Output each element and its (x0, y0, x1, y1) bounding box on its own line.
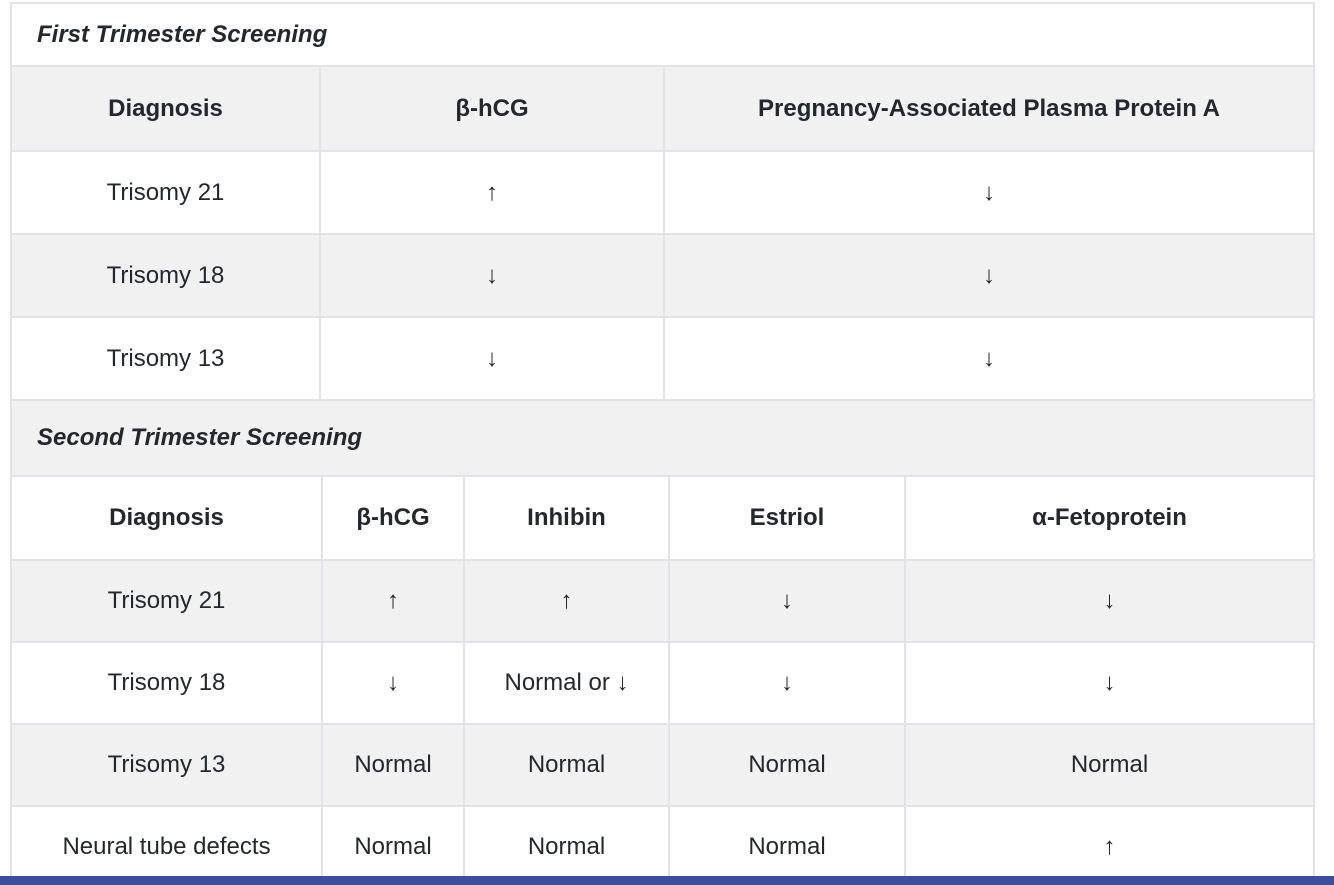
finding-cell: ↓ (668, 641, 906, 725)
column-header: β-hCG (321, 475, 465, 561)
section-caption: Second Trimester Screening (9, 399, 1316, 477)
finding-cell: Normal (463, 805, 670, 885)
finding-cell: ↓ (903, 559, 1316, 643)
finding-cell: Normal (668, 805, 906, 885)
table-row: Trisomy 18 ↓ Normal or ↓ ↓ ↓ (10, 641, 1316, 725)
finding-cell: Normal (903, 723, 1316, 807)
table-row: Trisomy 13 Normal Normal Normal Normal (10, 723, 1316, 807)
finding-cell: ↓ (668, 559, 906, 643)
column-header-row: Diagnosis β-hCG Inhibin Estriol α-Fetoprotei… (10, 475, 1316, 561)
finding-cell: ↓ (319, 316, 665, 401)
diagnosis-cell: Trisomy 13 (10, 316, 321, 401)
finding-cell: ↑ (903, 805, 1316, 885)
diagnosis-cell: Trisomy 21 (10, 559, 323, 643)
section-caption-row: Second Trimester Screening (9, 399, 1316, 477)
table-row: Neural tube defects Normal Normal Normal ↑ (10, 805, 1316, 885)
column-header: Inhibin (463, 475, 670, 561)
finding-cell: Normal (321, 805, 465, 885)
bottom-accent-bar (0, 876, 1334, 885)
finding-cell: ↓ (662, 150, 1316, 235)
finding-cell: ↑ (321, 559, 465, 643)
section-caption-row: First Trimester Screening (9, 2, 1316, 67)
diagnosis-cell: Trisomy 21 (10, 150, 321, 235)
column-header: β-hCG (319, 65, 665, 152)
finding-cell: ↓ (903, 641, 1316, 725)
diagnosis-cell: Neural tube defects (10, 805, 323, 885)
column-header: α-Fetoprotein (903, 475, 1316, 561)
table-row: Trisomy 21 ↑ ↓ (10, 150, 1316, 235)
finding-cell: ↓ (662, 316, 1316, 401)
finding-cell: ↑ (463, 559, 670, 643)
table-row: Trisomy 18 ↓ ↓ (10, 233, 1316, 318)
column-header-row: Diagnosis β-hCG Pregnancy-Associated Plasm… (10, 65, 1316, 152)
diagnosis-cell: Trisomy 13 (10, 723, 323, 807)
table-row: Trisomy 21 ↑ ↑ ↓ ↓ (10, 559, 1316, 643)
table-row: Trisomy 13 ↓ ↓ (10, 316, 1316, 401)
column-header: Diagnosis (10, 475, 323, 561)
diagnosis-cell: Trisomy 18 (10, 641, 323, 725)
finding-cell: Normal (463, 723, 670, 807)
finding-cell: Normal (668, 723, 906, 807)
finding-cell: Normal or ↓ (463, 641, 670, 725)
section-caption: First Trimester Screening (9, 2, 1316, 67)
column-header: Pregnancy-Associated Plasma Protein A (662, 65, 1316, 152)
finding-cell: ↑ (319, 150, 665, 235)
diagnosis-cell: Trisomy 18 (10, 233, 321, 318)
finding-cell: ↓ (662, 233, 1316, 318)
finding-cell: ↓ (319, 233, 665, 318)
column-header: Estriol (668, 475, 906, 561)
first-trimester-screening-table: First Trimester Screening Diagnosis β-hCG P… (9, 2, 1316, 401)
second-trimester-screening-table: Second Trimester Screening Diagnosis β-hCG… (9, 399, 1316, 885)
column-header: Diagnosis (10, 65, 321, 152)
finding-cell: Normal (321, 723, 465, 807)
finding-cell: ↓ (321, 641, 465, 725)
